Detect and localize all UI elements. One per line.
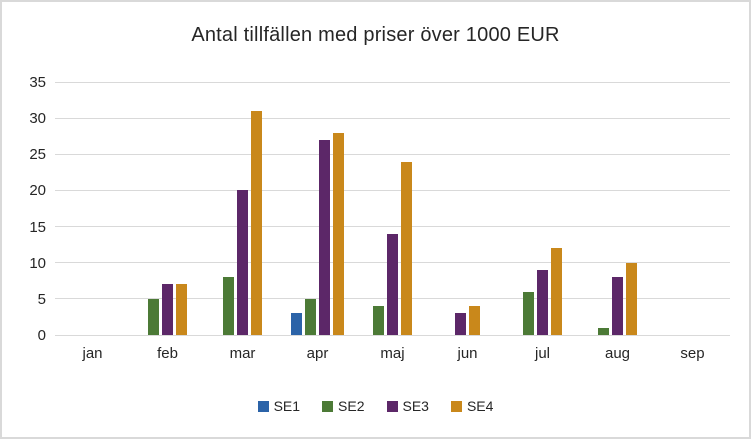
bar-se3-jul (537, 269, 548, 335)
gridline-20 (55, 189, 730, 191)
x-label-apr: apr (306, 345, 329, 362)
legend-label: SE1 (273, 398, 301, 414)
bar-se3-apr (319, 139, 330, 335)
bar-group-maj (355, 82, 430, 335)
bar-group-apr (280, 82, 355, 335)
legend: SE1 SE2 SE3 SE4 (2, 398, 749, 414)
bar-se2-mar (223, 277, 234, 335)
bar-group-jun (430, 82, 505, 335)
bar-group-aug (580, 82, 655, 335)
x-label-feb: feb (157, 345, 178, 362)
chart-title: Antal tillfällen med priser över 1000 EU… (191, 24, 560, 46)
bar-se2-feb (148, 298, 159, 335)
bar-se2-maj (373, 306, 384, 335)
bar-groups (55, 82, 730, 335)
legend-label: SE2 (338, 398, 365, 414)
y-tick-label-30: 30 (29, 110, 46, 128)
bar-group-mar (205, 82, 280, 335)
gridline-35 (55, 81, 730, 83)
bar-se4-aug (626, 262, 637, 335)
legend-label: SE3 (402, 398, 429, 414)
bar-se4-jun (469, 306, 480, 335)
y-tick-label-10: 10 (29, 254, 46, 272)
bar-se4-maj (401, 161, 412, 335)
y-tick-label-5: 5 (37, 290, 46, 308)
legend-swatch-icon (386, 400, 398, 412)
gridline-15 (55, 226, 730, 228)
legend-swatch-icon (450, 400, 462, 412)
x-label-maj: maj (380, 345, 405, 362)
gridline-25 (55, 153, 730, 155)
bar-se2-aug (598, 327, 609, 335)
y-tick-label-35: 35 (29, 74, 46, 91)
bar-group-sep (655, 82, 730, 335)
x-label-jun: jun (457, 345, 478, 362)
bar-se4-apr (333, 132, 344, 335)
bar-se3-feb (162, 284, 173, 335)
bar-group-feb (130, 82, 205, 335)
bar-se3-aug (612, 277, 623, 335)
x-label-mar: mar (229, 345, 256, 362)
legend-swatch-icon (257, 400, 269, 412)
bar-group-jan (55, 82, 130, 335)
y-tick-label-25: 25 (29, 146, 46, 164)
x-label-jan: jan (82, 345, 103, 362)
legend-item-se4: SE4 (450, 398, 494, 414)
legend-label: SE4 (466, 398, 494, 414)
y-tick-label-20: 20 (29, 182, 46, 200)
x-label-sep: sep (680, 345, 705, 362)
bar-se2-apr (305, 298, 316, 335)
legend-item-se2: SE2 (322, 398, 365, 414)
bar-se3-maj (387, 233, 398, 335)
bar-se4-jul (551, 248, 562, 335)
bar-se2-jul (523, 291, 534, 335)
y-tick-label-15: 15 (29, 218, 46, 236)
gridline-30 (55, 117, 730, 119)
bar-se3-mar (237, 190, 248, 335)
x-label-aug: aug (604, 345, 631, 362)
legend-item-se1: SE1 (257, 398, 301, 414)
legend-item-se3: SE3 (386, 398, 429, 414)
gridline-0 (55, 334, 730, 336)
bar-se4-feb (176, 284, 187, 335)
bar-se1-apr (291, 313, 302, 335)
x-axis: jan feb mar apr maj jun jul aug sep (55, 345, 730, 362)
y-tick-label-0: 0 (37, 327, 46, 344)
bar-group-jul (505, 82, 580, 335)
plot-area (55, 81, 730, 336)
x-label-jul: jul (534, 345, 550, 362)
legend-swatch-icon (322, 400, 334, 412)
bar-se3-jun (455, 313, 466, 335)
bar-se4-mar (251, 110, 262, 335)
